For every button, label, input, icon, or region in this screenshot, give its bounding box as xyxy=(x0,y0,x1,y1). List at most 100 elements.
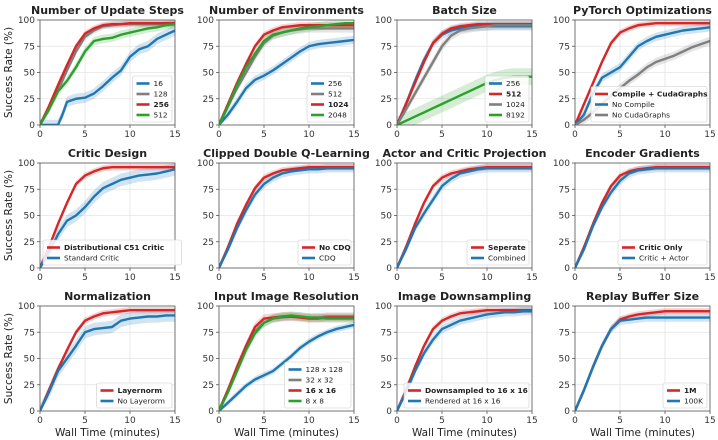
plot-area xyxy=(219,20,354,125)
y-tick-label: 25 xyxy=(559,381,570,391)
series-line xyxy=(40,29,175,125)
y-tick-label: 75 xyxy=(559,328,570,338)
y-axis-label: Success Rate (%) xyxy=(3,27,15,118)
x-tick-label: 0 xyxy=(572,273,578,283)
y-tick-label: 50 xyxy=(203,69,215,79)
x-tick-label: 10 xyxy=(659,416,671,426)
x-tick-label: 10 xyxy=(303,416,315,426)
y-tick-label: 100 xyxy=(18,159,35,169)
x-tick-label: 0 xyxy=(37,130,43,140)
subplot-9: 0 5 10 15 0 25 50 75 100 Normalization Wall Time (… xyxy=(3,290,181,439)
x-tick-label: 0 xyxy=(394,130,400,140)
x-tick-label: 5 xyxy=(261,130,267,140)
x-axis-label: Wall Time (minutes) xyxy=(234,427,339,439)
y-tick-label: 50 xyxy=(559,355,571,365)
x-tick-label: 0 xyxy=(394,273,400,283)
legend-box xyxy=(42,239,182,266)
y-tick-label: 25 xyxy=(203,238,214,248)
legend-entry: Rendered at 16 x 16 xyxy=(425,397,501,406)
y-tick-label: 0 xyxy=(386,407,392,417)
y-tick-label: 25 xyxy=(381,381,392,391)
plot-area xyxy=(40,307,175,411)
series-line xyxy=(40,309,175,411)
legend-entry: 128 x 128 xyxy=(306,365,344,374)
series-line xyxy=(397,24,532,125)
subplot-12: 0 5 10 15 0 25 50 75 100 Replay Buffer Size Wall T… xyxy=(553,290,716,439)
subplot-title: Batch Size xyxy=(432,4,497,17)
subplot-title: PyTorch Optimizations xyxy=(573,4,712,17)
legend: 1M 100K xyxy=(662,382,708,409)
legend-box xyxy=(484,75,530,123)
y-tick-label: 0 xyxy=(564,121,570,131)
legend-entry: No Compile xyxy=(612,100,655,109)
series-line xyxy=(219,323,354,411)
y-tick-label: 50 xyxy=(203,212,215,222)
x-tick-label: 5 xyxy=(439,273,445,283)
x-tick-label: 5 xyxy=(617,130,623,140)
x-tick-label: 15 xyxy=(526,130,537,140)
y-tick-label: 75 xyxy=(203,185,214,195)
legend-entry: 256 xyxy=(328,79,342,88)
x-tick-label: 15 xyxy=(526,273,537,283)
series-line xyxy=(219,314,354,411)
y-tick-label: 25 xyxy=(24,238,35,248)
plot-area xyxy=(40,20,175,125)
y-tick-label: 100 xyxy=(375,16,392,26)
legend-entry: Seperate xyxy=(488,243,526,252)
y-tick-label: 25 xyxy=(24,381,35,391)
legend-entry: 1M xyxy=(684,386,697,395)
x-axis-label: Wall Time (minutes) xyxy=(412,427,517,439)
x-tick-label: 0 xyxy=(216,273,222,283)
y-tick-label: 75 xyxy=(381,328,392,338)
legend: No CDQ CDQ xyxy=(297,239,352,266)
series-line xyxy=(397,167,532,268)
y-tick-label: 50 xyxy=(559,212,571,222)
legend: Downsampled to 16 x 16 Rendered at 16 x 1… xyxy=(403,382,530,409)
legend-entry: 32 x 32 xyxy=(306,376,334,385)
y-tick-label: 25 xyxy=(381,95,392,105)
legend-entry: 2048 xyxy=(328,111,347,120)
y-tick-label: 50 xyxy=(24,355,36,365)
y-tick-label: 75 xyxy=(203,328,214,338)
y-tick-label: 25 xyxy=(559,238,570,248)
y-tick-label: 100 xyxy=(18,16,35,26)
legend-entry: No Layerorm xyxy=(118,397,165,406)
legend-entry: 1024 xyxy=(328,100,349,109)
y-axis-label: Success Rate (%) xyxy=(3,313,15,404)
y-tick-label: 75 xyxy=(24,185,35,195)
plot-area xyxy=(219,311,354,411)
x-tick-label: 10 xyxy=(303,130,315,140)
legend-entry: Standard Critic xyxy=(64,254,119,263)
legend-entry: 16 x 16 xyxy=(306,386,336,395)
y-tick-label: 0 xyxy=(386,264,392,274)
y-tick-label: 100 xyxy=(553,159,570,169)
x-tick-label: 0 xyxy=(37,416,43,426)
confidence-band xyxy=(219,35,354,125)
x-tick-label: 5 xyxy=(439,416,445,426)
subplot-title: Normalization xyxy=(64,290,151,303)
y-tick-label: 25 xyxy=(381,238,392,248)
x-tick-label: 15 xyxy=(704,130,715,140)
series-line xyxy=(575,21,710,125)
plot-area xyxy=(397,307,532,411)
x-tick-label: 15 xyxy=(348,130,359,140)
confidence-band xyxy=(575,36,710,125)
legend-box xyxy=(96,382,173,409)
x-tick-label: 10 xyxy=(124,130,136,140)
x-tick-label: 10 xyxy=(481,130,493,140)
series-line xyxy=(397,309,532,411)
confidence-band xyxy=(397,164,532,268)
y-tick-label: 25 xyxy=(203,95,214,105)
y-tick-label: 0 xyxy=(386,121,392,131)
legend-entry: Critic Only xyxy=(639,243,683,252)
x-axis-label: Wall Time (minutes) xyxy=(590,427,695,439)
y-tick-label: 100 xyxy=(553,16,570,26)
x-tick-label: 0 xyxy=(572,130,578,140)
legend-entry: Compile + CudaGraphs xyxy=(612,90,708,99)
